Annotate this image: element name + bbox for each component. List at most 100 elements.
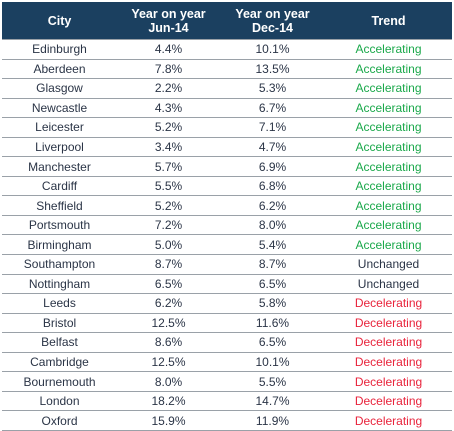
trend-cell: Accelerating	[355, 218, 422, 233]
table-row: Aberdeen 7.8% 13.5% Accelerating	[2, 60, 452, 80]
dec-value-cell: 11.6%	[255, 315, 290, 330]
trend-cell: Unchanged	[357, 276, 420, 291]
table-row: Birmingham 5.0% 5.4% Accelerating	[2, 235, 452, 256]
dec-value-cell: 5.4%	[258, 237, 287, 252]
dec-value-cell: 8.0%	[258, 218, 287, 233]
dec-value-cell: 6.2%	[258, 198, 287, 213]
trend-cell: Accelerating	[355, 198, 422, 213]
table-row: Nottingham 6.5% 6.5% Unchanged	[2, 275, 452, 295]
city-cell: Bournemouth	[23, 374, 96, 389]
city-cell: Oxford	[41, 413, 78, 428]
dec-value-cell: 6.9%	[258, 159, 287, 174]
trend-cell: Accelerating	[355, 81, 422, 96]
dec-value-cell: 6.5%	[258, 335, 287, 350]
header-dec-line1: Year on year	[235, 6, 310, 21]
header-jun-line1: Year on year	[131, 6, 206, 21]
jun-value-cell: 7.8%	[154, 61, 183, 76]
jun-value-cell: 5.2%	[154, 198, 183, 213]
header-trend: Trend	[371, 13, 406, 28]
table-row: Leeds 6.2% 5.8% Decelerating	[2, 294, 452, 314]
city-cell: Southampton	[23, 257, 96, 272]
jun-value-cell: 8.6%	[154, 335, 183, 350]
table-row: Cambridge 12.5% 10.1% Decelerating	[2, 353, 452, 373]
jun-value-cell: 5.5%	[154, 179, 183, 194]
dec-value-cell: 8.7%	[258, 257, 287, 272]
table-row: Belfast 8.6% 6.5% Decelerating	[2, 333, 452, 353]
city-cell: Leicester	[35, 120, 84, 135]
table-body: Edinburgh 4.4% 10.1% Accelerating Aberdeen 7.…	[2, 39, 452, 431]
jun-value-cell: 5.0%	[154, 237, 183, 252]
table-row: Newcastle 4.3% 6.7% Accelerating	[2, 99, 452, 119]
table-row: Portsmouth 7.2% 8.0% Accelerating	[2, 216, 452, 236]
dec-value-cell: 14.7%	[255, 394, 290, 409]
jun-value-cell: 5.2%	[154, 120, 183, 135]
dec-value-cell: 5.5%	[258, 374, 287, 389]
city-cell: Edinburgh	[32, 42, 87, 57]
jun-value-cell: 12.5%	[151, 315, 186, 330]
table-row: Oxford 15.9% 11.9% Decelerating	[2, 411, 452, 431]
city-cell: Newcastle	[31, 100, 88, 115]
dec-value-cell: 4.7%	[258, 140, 287, 154]
table-row: Leicester 5.2% 7.1% Accelerating	[2, 118, 452, 138]
city-cell: Cardiff	[41, 179, 78, 194]
dec-value-cell: 6.7%	[258, 100, 287, 115]
city-cell: Sheffield	[36, 198, 83, 213]
jun-value-cell: 4.3%	[154, 100, 183, 115]
city-cell: Bristol	[42, 315, 77, 330]
table-row: Sheffield 5.2% 6.2% Accelerating	[2, 196, 452, 216]
table-row: Liverpool 3.4% 4.7% Accelerating	[2, 138, 452, 158]
dec-value-cell: 7.1%	[258, 120, 287, 135]
city-cell: Birmingham	[27, 237, 92, 252]
table-row: Edinburgh 4.4% 10.1% Accelerating	[2, 40, 452, 60]
header-dec: Year on year Dec-14	[220, 7, 325, 35]
table-row: Glasgow 2.2% 5.3% Accelerating	[2, 79, 452, 99]
trend-cell: Decelerating	[354, 374, 423, 389]
trend-cell: Decelerating	[354, 315, 423, 330]
city-cell: Nottingham	[28, 276, 91, 291]
trend-cell: Accelerating	[355, 120, 422, 135]
table-row: Bournemouth 8.0% 5.5% Decelerating	[2, 372, 452, 392]
trend-cell: Decelerating	[354, 394, 423, 409]
city-cell: Belfast	[41, 335, 78, 350]
city-cell: Glasgow	[36, 81, 83, 96]
table-row: Manchester 5.7% 6.9% Accelerating	[2, 157, 452, 177]
header-city: City	[47, 13, 72, 28]
dec-value-cell: 5.8%	[258, 296, 287, 311]
jun-value-cell: 3.4%	[154, 140, 183, 154]
table-row: Bristol 12.5% 11.6% Decelerating	[2, 314, 452, 334]
trend-cell: Accelerating	[355, 61, 422, 76]
header-dec-line2: Dec-14	[252, 20, 293, 35]
dec-value-cell: 6.8%	[258, 179, 287, 194]
jun-value-cell: 6.5%	[154, 276, 183, 291]
jun-value-cell: 8.7%	[154, 257, 183, 272]
dec-value-cell: 6.5%	[258, 276, 287, 291]
table-header: City Year on year Jun-14 Year on year De…	[2, 2, 452, 39]
table-row: London 18.2% 14.7% Decelerating	[2, 392, 452, 412]
trend-cell: Decelerating	[354, 296, 423, 311]
header-jun: Year on year Jun-14	[117, 7, 220, 35]
trend-cell: Accelerating	[355, 237, 422, 252]
city-cell: Manchester	[28, 159, 91, 174]
table-row: Cardiff 5.5% 6.8% Accelerating	[2, 177, 452, 197]
jun-value-cell: 4.4%	[154, 42, 183, 57]
dec-value-cell: 10.1%	[255, 355, 290, 370]
trend-cell: Accelerating	[355, 100, 422, 115]
jun-value-cell: 18.2%	[151, 394, 186, 409]
city-cell: Aberdeen	[33, 61, 86, 76]
jun-value-cell: 7.2%	[154, 218, 183, 233]
trend-cell: Accelerating	[355, 42, 422, 57]
trend-cell: Accelerating	[355, 140, 422, 154]
header-jun-line2: Jun-14	[148, 20, 189, 35]
trend-cell: Decelerating	[354, 413, 423, 428]
trend-cell: Accelerating	[355, 159, 422, 174]
jun-value-cell: 5.7%	[154, 159, 183, 174]
trend-cell: Decelerating	[354, 335, 423, 350]
dec-value-cell: 5.3%	[258, 81, 287, 96]
city-cell: London	[39, 394, 80, 409]
dec-value-cell: 13.5%	[255, 61, 290, 76]
jun-value-cell: 8.0%	[154, 374, 183, 389]
city-cell: Portsmouth	[28, 218, 91, 233]
trend-cell: Decelerating	[354, 355, 423, 370]
city-cell: Liverpool	[35, 140, 84, 154]
